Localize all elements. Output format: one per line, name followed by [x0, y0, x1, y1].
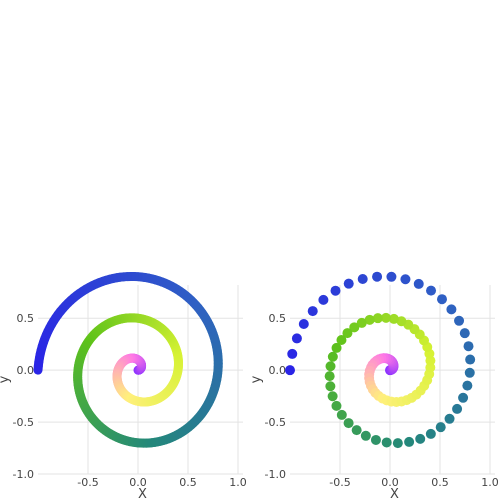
x-tick-label: 0.0 [381, 476, 399, 489]
y-axis-label: y [0, 375, 12, 383]
spiral-point [452, 403, 463, 414]
spiral-point [307, 306, 318, 317]
spiral-point [463, 341, 474, 352]
spiral-point [357, 274, 368, 285]
y-tick-label: -0.5 [265, 416, 286, 429]
spiral-point [342, 328, 353, 339]
spiral-point [381, 437, 392, 448]
spiral-point [392, 438, 403, 449]
spiral-point [425, 428, 436, 439]
spiral-point [413, 278, 424, 289]
spiral-point [454, 315, 465, 326]
spiral-point [349, 322, 360, 333]
spiral-point [330, 285, 341, 296]
spiral-point [462, 380, 473, 391]
spiral-point [380, 312, 391, 323]
x-tick-label: -0.5 [329, 476, 350, 489]
spiral-point [351, 425, 362, 436]
spiral-point [372, 271, 383, 282]
spiral-point [356, 317, 367, 328]
spiral-point [465, 354, 476, 365]
spiral-point [446, 304, 457, 315]
spiral-point [285, 365, 295, 376]
y-axis-label: y [249, 375, 264, 383]
x-axis-label: X [138, 487, 147, 500]
spiral-point [459, 328, 470, 339]
spiral-point [291, 333, 302, 344]
spiral-point [388, 313, 399, 324]
x-axis-label: X [390, 487, 399, 500]
spiral-point [435, 422, 446, 433]
y-tick-label: 0.0 [269, 364, 287, 377]
spiral-point [396, 316, 407, 327]
spiral-point [458, 392, 469, 403]
spiral-point [364, 314, 375, 325]
spiral-point [386, 271, 397, 282]
spiral-point [464, 367, 475, 378]
spiral-point [415, 433, 426, 444]
spiral-point [336, 409, 347, 420]
spiral-point [325, 361, 336, 372]
y-tick-label: -0.5 [13, 416, 34, 429]
x-tick-label: 0.5 [179, 476, 197, 489]
spiral-point [343, 278, 354, 289]
spiral-point [318, 294, 329, 305]
spiral-point [343, 418, 354, 429]
spiral-point [325, 381, 336, 392]
spiral-point [287, 348, 298, 359]
spiral-point [426, 285, 437, 296]
spiral-point [331, 342, 342, 353]
spiral-point [372, 313, 383, 324]
x-tick-label: 1.0 [481, 476, 499, 489]
line-spiral-panel: -0.5 0.0 0.5 1.0 -1.0 -0.5 0.0 0.5 Xy [0, 271, 247, 500]
x-tick-label: 0.5 [431, 476, 449, 489]
spiral-point [336, 334, 347, 345]
y-tick-label: 0.5 [269, 312, 287, 325]
spiral-point [327, 391, 338, 402]
spiral-point [298, 319, 309, 330]
spiral-point [327, 351, 338, 362]
spiral-point [370, 434, 381, 445]
spiral-points [285, 271, 476, 449]
spiral-point [324, 371, 335, 382]
spiral-point [436, 294, 447, 305]
y-tick-label: 0.0 [17, 364, 35, 377]
x-tick-label: -0.5 [77, 476, 98, 489]
y-tick-label: 0.5 [17, 312, 35, 325]
spiral-line [33, 271, 223, 448]
spiral-point [404, 436, 415, 447]
y-tick-label: -1.0 [13, 468, 34, 481]
scatter-spiral-panel: -0.5 0.0 0.5 1.0 -1.0 -0.5 0.0 0.5 Xy [249, 271, 499, 500]
x-tick-label: 1.0 [229, 476, 247, 489]
spiral-point [360, 430, 371, 441]
spiral-point [331, 400, 342, 411]
spiral-point [444, 413, 455, 424]
x-tick-label: 0.0 [129, 476, 147, 489]
spiral-point [400, 274, 411, 285]
y-tick-label: -1.0 [265, 468, 286, 481]
